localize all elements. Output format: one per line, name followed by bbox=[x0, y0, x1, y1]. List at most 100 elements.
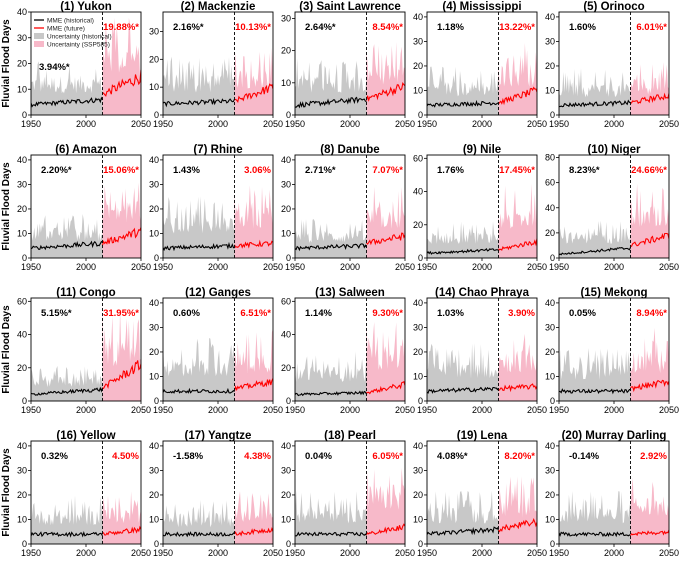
fut-trend-label: 8.94%* bbox=[636, 308, 667, 319]
fut-trend-label: 4.38% bbox=[244, 451, 271, 462]
mme-line-future bbox=[630, 232, 669, 247]
uncertainty-band-future bbox=[498, 183, 537, 258]
y-tick-label: 60 bbox=[281, 296, 291, 306]
y-tick-label: 0 bbox=[22, 539, 27, 549]
x-tick-label: 2000 bbox=[208, 548, 228, 558]
uncertainty-band-historical bbox=[163, 500, 235, 544]
plot-area bbox=[163, 328, 273, 401]
plot-area bbox=[295, 467, 405, 544]
mme-line-future bbox=[366, 232, 405, 246]
x-tick-label: 1950 bbox=[285, 548, 305, 558]
panel: 0 10 20 30 40 1950 2000 2050 (8) Danube 2.71%* 7.0… bbox=[281, 144, 415, 272]
y-tick-label: 40 bbox=[281, 155, 291, 165]
y-tick-label: 0 bbox=[418, 110, 423, 120]
hist-trend-label: -1.58% bbox=[173, 451, 204, 462]
mme-line-historical bbox=[295, 96, 367, 109]
fut-trend-label: 3.06% bbox=[244, 165, 271, 176]
y-tick-label: 20 bbox=[17, 490, 27, 500]
y-tick-label: 10 bbox=[545, 514, 555, 524]
panel-title: (16) Yellow bbox=[56, 430, 115, 442]
x-tick-label: 1950 bbox=[285, 119, 305, 129]
fut-trend-label: 10.13%* bbox=[235, 22, 271, 33]
mme-line-future bbox=[101, 227, 141, 246]
mme-line-historical bbox=[559, 247, 631, 256]
y-tick-label: 20 bbox=[281, 204, 291, 214]
mme-line-future bbox=[234, 239, 273, 249]
mme-line-historical bbox=[295, 531, 367, 537]
y-tick-label: 40 bbox=[545, 203, 555, 213]
mme-line-historical bbox=[31, 531, 103, 538]
uncertainty-band-future bbox=[102, 491, 141, 544]
panel-title: (14) Chao Phraya bbox=[435, 287, 530, 299]
mme-line-future bbox=[102, 360, 141, 390]
panel-title: (11) Congo bbox=[56, 287, 115, 299]
mme-line-future bbox=[498, 86, 537, 106]
y-axis-label: Fluvial Flood Days bbox=[1, 448, 12, 537]
x-tick-label: 1950 bbox=[417, 405, 437, 415]
mme-line-future bbox=[498, 238, 537, 251]
panel: 0 10 20 30 40 1950 2000 2050 (14) Chao Phraya 1.0… bbox=[413, 287, 547, 415]
x-tick-label: 1950 bbox=[417, 548, 437, 558]
y-tick-label: 40 bbox=[17, 330, 27, 340]
plot-area bbox=[427, 476, 537, 544]
legend-label: MME (future) bbox=[47, 25, 85, 32]
x-tick-label: 2050 bbox=[659, 548, 679, 558]
mme-line-historical bbox=[295, 243, 367, 252]
panel-title: (2) Mackenzie bbox=[181, 1, 256, 13]
x-tick-label: 2050 bbox=[131, 119, 151, 129]
y-tick-label: 40 bbox=[545, 298, 555, 308]
y-tick-label: 20 bbox=[149, 490, 159, 500]
x-tick-label: 1950 bbox=[549, 119, 569, 129]
fut-trend-label: 24.66%* bbox=[631, 165, 667, 176]
x-tick-label: 1950 bbox=[417, 119, 437, 129]
x-tick-label: 2000 bbox=[76, 548, 96, 558]
y-tick-label: 40 bbox=[17, 441, 27, 451]
y-tick-label: 30 bbox=[545, 322, 555, 332]
plot-area bbox=[427, 333, 537, 401]
mme-line-future bbox=[365, 82, 405, 102]
uncertainty-band-future bbox=[366, 42, 405, 115]
x-tick-label: 1950 bbox=[21, 119, 41, 129]
y-tick-label: 20 bbox=[17, 59, 27, 69]
panel-title: (19) Lena bbox=[457, 430, 508, 442]
mme-line-historical bbox=[427, 526, 499, 536]
uncertainty-band-future bbox=[630, 327, 669, 401]
x-tick-label: 2050 bbox=[263, 119, 283, 129]
y-tick-label: 20 bbox=[545, 490, 555, 500]
mme-line-historical bbox=[295, 390, 367, 397]
y-tick-label: 40 bbox=[17, 7, 27, 17]
fut-trend-label: 6.05%* bbox=[372, 451, 403, 462]
panel-title: (3) Saint Lawrence bbox=[299, 1, 401, 13]
uncertainty-band-historical bbox=[427, 490, 499, 544]
y-tick-label: 10 bbox=[545, 85, 555, 95]
x-tick-label: 1950 bbox=[153, 262, 173, 272]
plot-area bbox=[427, 43, 537, 115]
y-tick-label: 0 bbox=[550, 253, 555, 263]
y-tick-label: 30 bbox=[281, 13, 291, 23]
y-axis-label: Fluvial Flood Days bbox=[1, 162, 12, 251]
x-tick-label: 1950 bbox=[417, 262, 437, 272]
hist-trend-label: 2.20%* bbox=[41, 165, 72, 176]
y-tick-label: 10 bbox=[17, 228, 27, 238]
x-tick-label: 2050 bbox=[131, 405, 151, 415]
y-tick-label: 0 bbox=[550, 110, 555, 120]
x-tick-label: 2000 bbox=[208, 119, 228, 129]
fut-trend-label: 3.90% bbox=[508, 308, 535, 319]
uncertainty-band-historical bbox=[163, 196, 235, 258]
y-tick-label: 20 bbox=[149, 347, 159, 357]
hist-trend-label: 3.94%* bbox=[39, 62, 70, 73]
uncertainty-band-historical bbox=[427, 66, 499, 115]
y-tick-label: 20 bbox=[281, 363, 291, 373]
y-tick-label: 0 bbox=[286, 396, 291, 406]
panel: 0 20 40 60 1950 2000 2050 (13) Salween 1.14% 9.30… bbox=[281, 287, 415, 415]
plot-area bbox=[559, 183, 669, 258]
plot-area bbox=[31, 17, 141, 115]
x-tick-label: 2050 bbox=[659, 119, 679, 129]
hist-trend-label: 0.60% bbox=[173, 308, 200, 319]
uncertainty-band-future bbox=[630, 477, 669, 544]
y-tick-label: 40 bbox=[281, 441, 291, 451]
uncertainty-band-historical bbox=[31, 366, 103, 401]
y-tick-label: 20 bbox=[413, 490, 423, 500]
mme-line-future bbox=[630, 92, 669, 105]
